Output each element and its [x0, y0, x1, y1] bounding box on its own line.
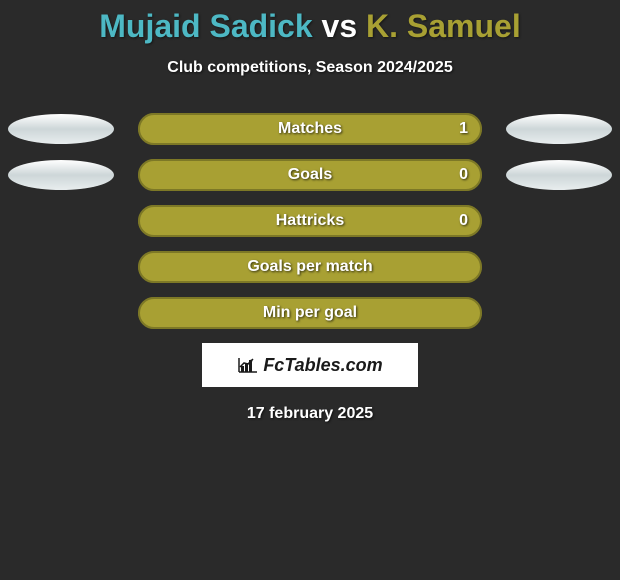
vs-label: vs	[322, 8, 358, 44]
player2-stat-ellipse	[506, 114, 612, 144]
player2-name: K. Samuel	[366, 8, 521, 44]
logo-text: FcTables.com	[263, 355, 382, 376]
logo-box: FcTables.com	[202, 343, 418, 387]
card-title: Mujaid Sadick vs K. Samuel	[0, 0, 620, 45]
bar-fill	[138, 113, 482, 145]
stat-bar: Goals per match	[138, 251, 482, 283]
player1-stat-ellipse	[8, 114, 114, 144]
stat-value: 0	[459, 205, 468, 237]
stat-value: 1	[459, 113, 468, 145]
logo: FcTables.com	[237, 355, 382, 376]
bar-fill	[138, 297, 482, 329]
stat-bar: Matches1	[138, 113, 482, 145]
bar-fill	[138, 251, 482, 283]
chart-icon	[237, 356, 259, 374]
stat-row: Goals per match	[0, 251, 620, 283]
stat-row: Goals0	[0, 159, 620, 191]
player2-stat-ellipse	[506, 160, 612, 190]
player1-stat-ellipse	[8, 160, 114, 190]
stat-bar: Min per goal	[138, 297, 482, 329]
player1-name: Mujaid Sadick	[99, 8, 312, 44]
card-subtitle: Club competitions, Season 2024/2025	[0, 59, 620, 77]
bar-fill	[138, 205, 482, 237]
stat-row: Matches1	[0, 113, 620, 145]
stat-bar: Goals0	[138, 159, 482, 191]
date-label: 17 february 2025	[0, 405, 620, 423]
bar-fill	[138, 159, 482, 191]
stat-row: Hattricks0	[0, 205, 620, 237]
stat-value: 0	[459, 159, 468, 191]
comparison-card: Mujaid Sadick vs K. Samuel Club competit…	[0, 0, 620, 423]
stat-rows: Matches1 Goals0 Hattricks0 Goals per match M…	[0, 113, 620, 329]
stat-bar: Hattricks0	[138, 205, 482, 237]
stat-row: Min per goal	[0, 297, 620, 329]
